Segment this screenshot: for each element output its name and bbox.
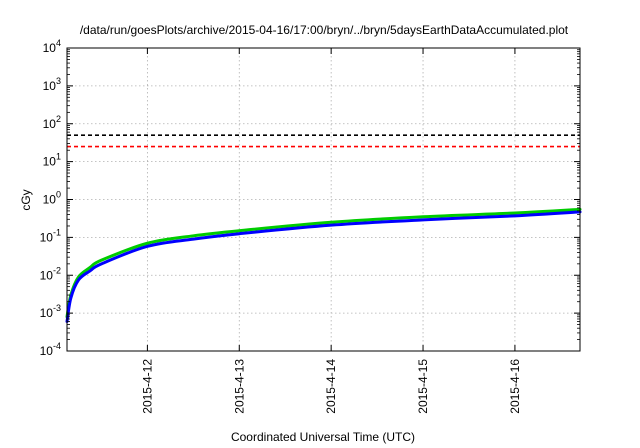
y-tick-exponent: -3 [53,303,61,313]
x-tick-label: 2015-4-16 [508,359,522,414]
y-tick-label: 104 [43,38,61,55]
y-tick-exponent: -4 [53,341,61,351]
y-tick-label: 102 [43,114,61,131]
y-tick-label: 10-2 [40,265,61,282]
y-tick-exponent: 3 [56,76,61,86]
y-tick-exponent: 2 [56,114,61,124]
y-tick-label: 10-3 [40,303,61,320]
x-tick-label: 2015-4-15 [416,359,430,414]
x-axis-ticks: 2015-4-12 2015-4-13 2015-4-14 2015-4-15 2015… [140,48,522,414]
y-tick-exponent: -2 [53,265,61,275]
series-line [65,210,582,324]
x-axis-label: Coordinated Universal Time (UTC) [231,430,415,444]
y-tick-exponent: 1 [56,152,61,162]
y-tick-label: 103 [43,76,61,93]
reference-lines [67,134,580,148]
y-tick-exponent: 4 [56,38,61,48]
y-tick-label: 100 [43,190,61,207]
y-tick-label: 101 [43,152,61,169]
y-axis-label: cGy [19,189,33,210]
y-tick-exponent: 0 [56,190,61,200]
grid [67,48,580,351]
series-lines [65,207,582,324]
chart-title: /data/run/goesPlots/archive/2015-04-16/1… [80,23,569,37]
y-tick-label: 10-4 [40,341,61,358]
x-tick-label: 2015-4-12 [140,359,154,414]
x-tick-label: 2015-4-13 [232,359,246,414]
y-tick-label: 10-1 [40,227,61,244]
y-tick-exponent: -1 [53,227,61,237]
x-tick-label: 2015-4-14 [324,359,338,414]
series-line [65,207,582,319]
